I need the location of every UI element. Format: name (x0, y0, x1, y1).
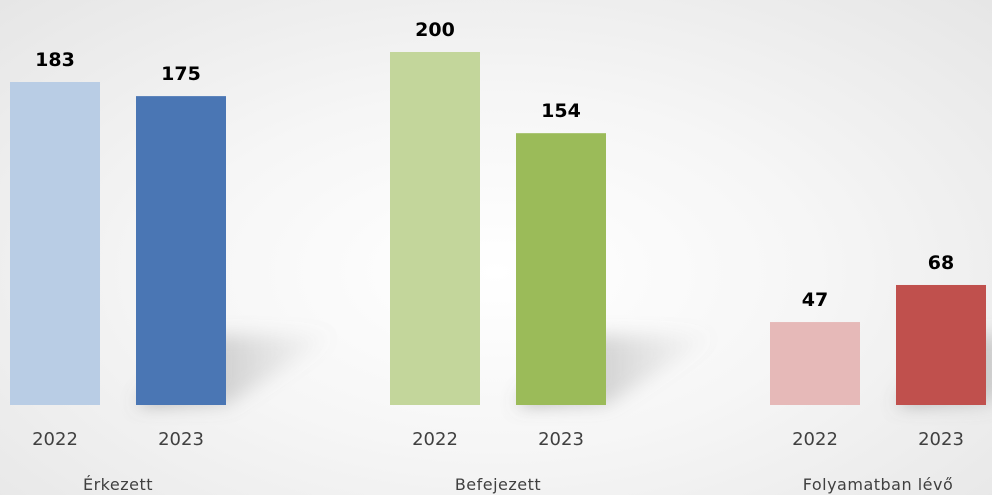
data-label: 175 (161, 63, 201, 85)
tick-label: 2023 (158, 429, 204, 450)
data-label: 183 (35, 49, 75, 71)
tick-label: 2023 (538, 429, 584, 450)
tick-label: 2022 (412, 429, 458, 450)
bar-0-2022 (10, 82, 100, 405)
data-label: 68 (928, 252, 954, 274)
bars (10, 52, 986, 405)
bar-2-2023 (896, 284, 986, 405)
bar-1-2023 (516, 133, 606, 405)
labels: 183 2022 175 2023 Érkezett 200 2022 154 2023 Befe… (32, 19, 964, 494)
data-label: 47 (802, 289, 828, 311)
category-label: Befejezett (455, 475, 541, 494)
bar-2-2022 (770, 322, 860, 405)
bar-1-2022 (390, 52, 480, 405)
category-label: Érkezett (83, 475, 153, 494)
tick-label: 2022 (32, 429, 78, 450)
bar-0-2023 (136, 96, 226, 405)
category-label: Folyamatban lévő (803, 475, 954, 494)
data-label: 154 (541, 100, 581, 122)
tick-label: 2023 (918, 429, 964, 450)
data-label: 200 (415, 19, 455, 41)
tick-label: 2022 (792, 429, 838, 450)
